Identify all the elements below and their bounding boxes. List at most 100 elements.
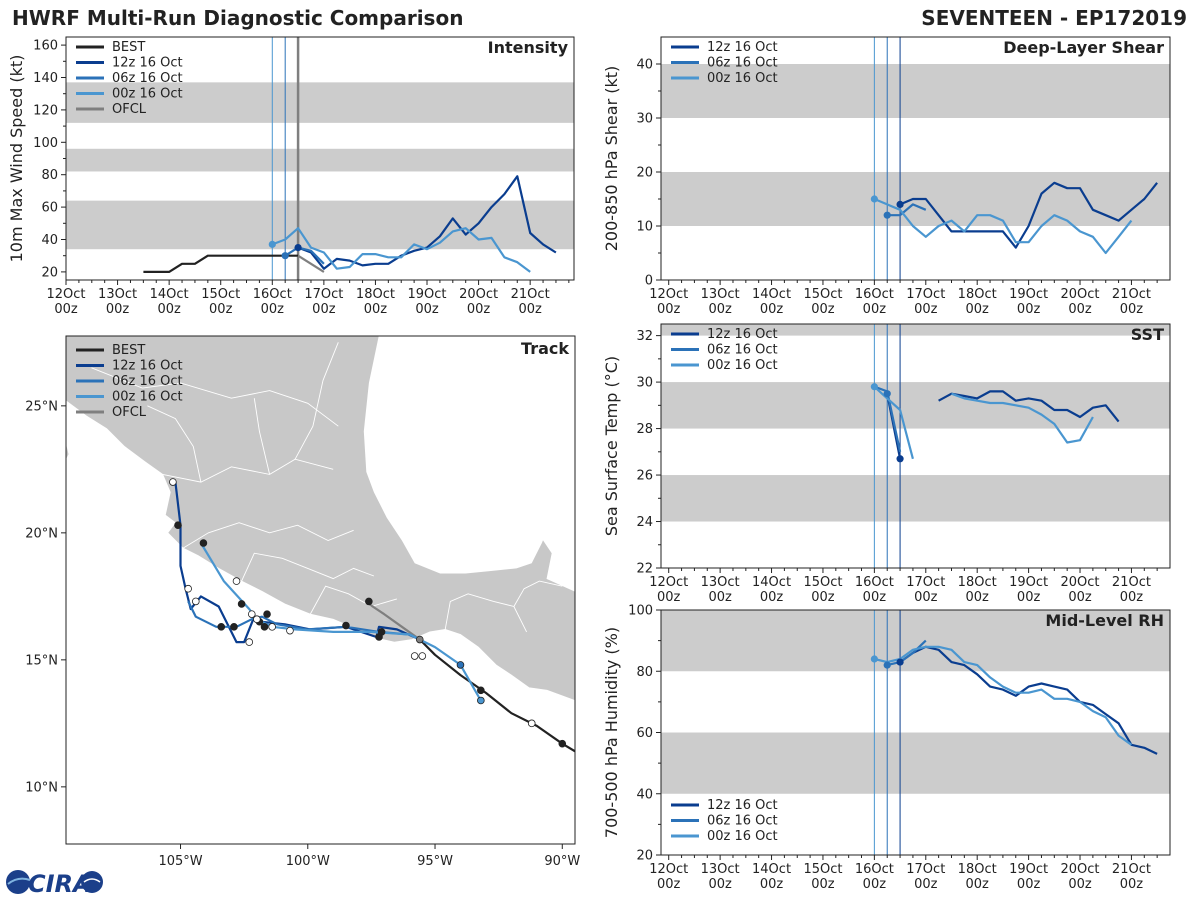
intensity-xtick-sub: 00z — [261, 302, 285, 317]
shear-xtick-label: 12Oct — [649, 287, 688, 302]
rh-xtick-sub: 00z — [1068, 877, 1092, 892]
rh-legend-label-r00: 00z 16 Oct — [707, 829, 778, 844]
rh-xtick-label: 17Oct — [906, 862, 945, 877]
track-state-border-9 — [513, 580, 563, 607]
intensity-xtick-sub: 00z — [209, 302, 233, 317]
intensity-xtick-sub: 00z — [364, 302, 388, 317]
shear-series-r06-1 — [887, 203, 927, 217]
sst-xtick-sub: 00z — [1017, 590, 1041, 605]
rh-series-r00-2 — [874, 645, 1133, 746]
shear-xtick-sub: 00z — [1017, 302, 1041, 317]
sst-xtick-sub: 00z — [966, 590, 990, 605]
rh-ytick-label: 60 — [636, 726, 653, 741]
track-marker-r12 — [418, 652, 427, 660]
intensity-ytick-label: 40 — [41, 233, 58, 248]
track-marker-r12 — [217, 623, 226, 631]
intensity-ytick-label: 140 — [33, 71, 58, 86]
shear-series-r00-2 — [873, 197, 1133, 255]
track-marker-ofcl — [365, 597, 373, 606]
rh-xtick-sub: 00z — [708, 877, 732, 892]
cira-logo-swoosh — [7, 877, 31, 885]
track-marker-r00 — [232, 577, 241, 585]
cira-logo: CIRA — [6, 870, 103, 898]
track-state-border-1 — [182, 522, 354, 549]
sst-xtick-label: 20Oct — [1061, 575, 1100, 590]
shear-xtick-sub: 00z — [863, 302, 887, 317]
intensity-series-best-0 — [143, 254, 299, 273]
figure-title-right: SEVENTEEN - EP172019 — [921, 6, 1187, 30]
shear-ytick-label: 10 — [636, 220, 653, 235]
track-marker-r12 — [199, 539, 208, 547]
rh-xtick-sub: 00z — [863, 877, 887, 892]
intensity-xtick-sub: 00z — [106, 302, 130, 317]
shear-init-marker-r00 — [870, 195, 878, 203]
track-state-border-2 — [241, 552, 375, 582]
track-state-border-0 — [162, 458, 334, 483]
track-series-ofcl — [368, 603, 421, 641]
cira-logo-text: CIRA — [28, 870, 92, 898]
rh-panel: 2040608010012Oct00z13Oct00z14Oct00z15Oct… — [602, 604, 1171, 892]
track-state-border-3 — [309, 585, 398, 615]
intensity-xtick-sub: 00z — [157, 302, 181, 317]
rh-ytick-label: 100 — [628, 604, 653, 619]
intensity-ylabel: 10m Max Wind Speed (kt) — [7, 55, 26, 263]
intensity-title: Intensity — [488, 38, 569, 57]
shear-xtick-sub: 00z — [657, 302, 681, 317]
intensity-xtick-sub: 00z — [518, 302, 542, 317]
sst-legend-label-r00: 00z 16 Oct — [707, 358, 778, 373]
intensity-ytick-label: 80 — [41, 168, 58, 183]
track-marker-r06 — [456, 661, 465, 669]
track-title: Track — [521, 339, 569, 358]
sst-legend-label-r06: 06z 16 Oct — [707, 343, 778, 358]
sst-xtick-sub: 00z — [657, 590, 681, 605]
track-map-area — [66, 336, 575, 753]
sst-init-marker-r06 — [883, 390, 891, 398]
sst-ytick-label: 24 — [636, 515, 653, 530]
shear-plot-area — [661, 37, 1170, 280]
intensity-ytick-label: 160 — [33, 39, 58, 54]
track-legend-label-ofcl: OFCL — [112, 405, 147, 420]
shear-xtick-sub: 00z — [708, 302, 732, 317]
intensity-xtick-label: 12Oct — [46, 287, 85, 302]
sst-series-r00-4 — [951, 392, 1094, 444]
sst-ytick-label: 30 — [636, 376, 653, 391]
sst-xtick-sub: 00z — [811, 590, 835, 605]
sst-band-2 — [661, 324, 1170, 336]
track-xtick-label: 90°W — [544, 854, 580, 869]
sst-init-marker-r12 — [896, 455, 904, 463]
track-legend-label-r12: 12z 16 Oct — [112, 359, 183, 374]
rh-xtick-label: 19Oct — [1009, 862, 1048, 877]
track-panel: 105°W 100°W 95°W 90°W 10°N 15°N 20°N 25°N Track B… — [25, 335, 580, 869]
shear-ytick-label: 30 — [636, 112, 653, 127]
track-ytick-label: 20°N — [25, 526, 58, 541]
sst-xtick-label: 15Oct — [803, 575, 842, 590]
shear-title: Deep-Layer Shear — [1003, 38, 1164, 57]
intensity-init-marker-r00 — [268, 240, 276, 248]
intensity-plot-area — [66, 37, 574, 280]
rh-xtick-label: 16Oct — [855, 862, 894, 877]
rh-xtick-sub: 00z — [657, 877, 681, 892]
track-marker-r12 — [375, 633, 383, 641]
shear-xtick-sub: 00z — [914, 302, 938, 317]
track-marker-r12 — [263, 610, 271, 618]
intensity-xtick-label: 13Oct — [98, 287, 137, 302]
intensity-legend-label-r00: 00z 16 Oct — [112, 87, 183, 102]
track-marker-r12 — [237, 600, 246, 608]
sst-xtick-sub: 00z — [914, 590, 938, 605]
rh-xtick-sub: 00z — [760, 877, 784, 892]
shear-ytick-label: 20 — [636, 166, 653, 181]
rh-init-marker-r12 — [896, 658, 904, 666]
rh-xtick-label: 14Oct — [752, 862, 791, 877]
intensity-series-r06-2 — [284, 246, 325, 265]
rh-band-1 — [661, 610, 1170, 672]
sst-band-0 — [661, 475, 1170, 522]
rh-xtick-sub: 00z — [811, 877, 835, 892]
intensity-legend-label-best: BEST — [112, 40, 145, 55]
sst-xtick-sub: 00z — [863, 590, 887, 605]
sst-xtick-label: 16Oct — [855, 575, 894, 590]
sst-title: SST — [1131, 325, 1164, 344]
rh-xtick-label: 12Oct — [649, 862, 688, 877]
track-marker-r06 — [253, 615, 261, 624]
track-state-border-8 — [294, 342, 339, 460]
intensity-init-marker-r06 — [281, 252, 289, 260]
